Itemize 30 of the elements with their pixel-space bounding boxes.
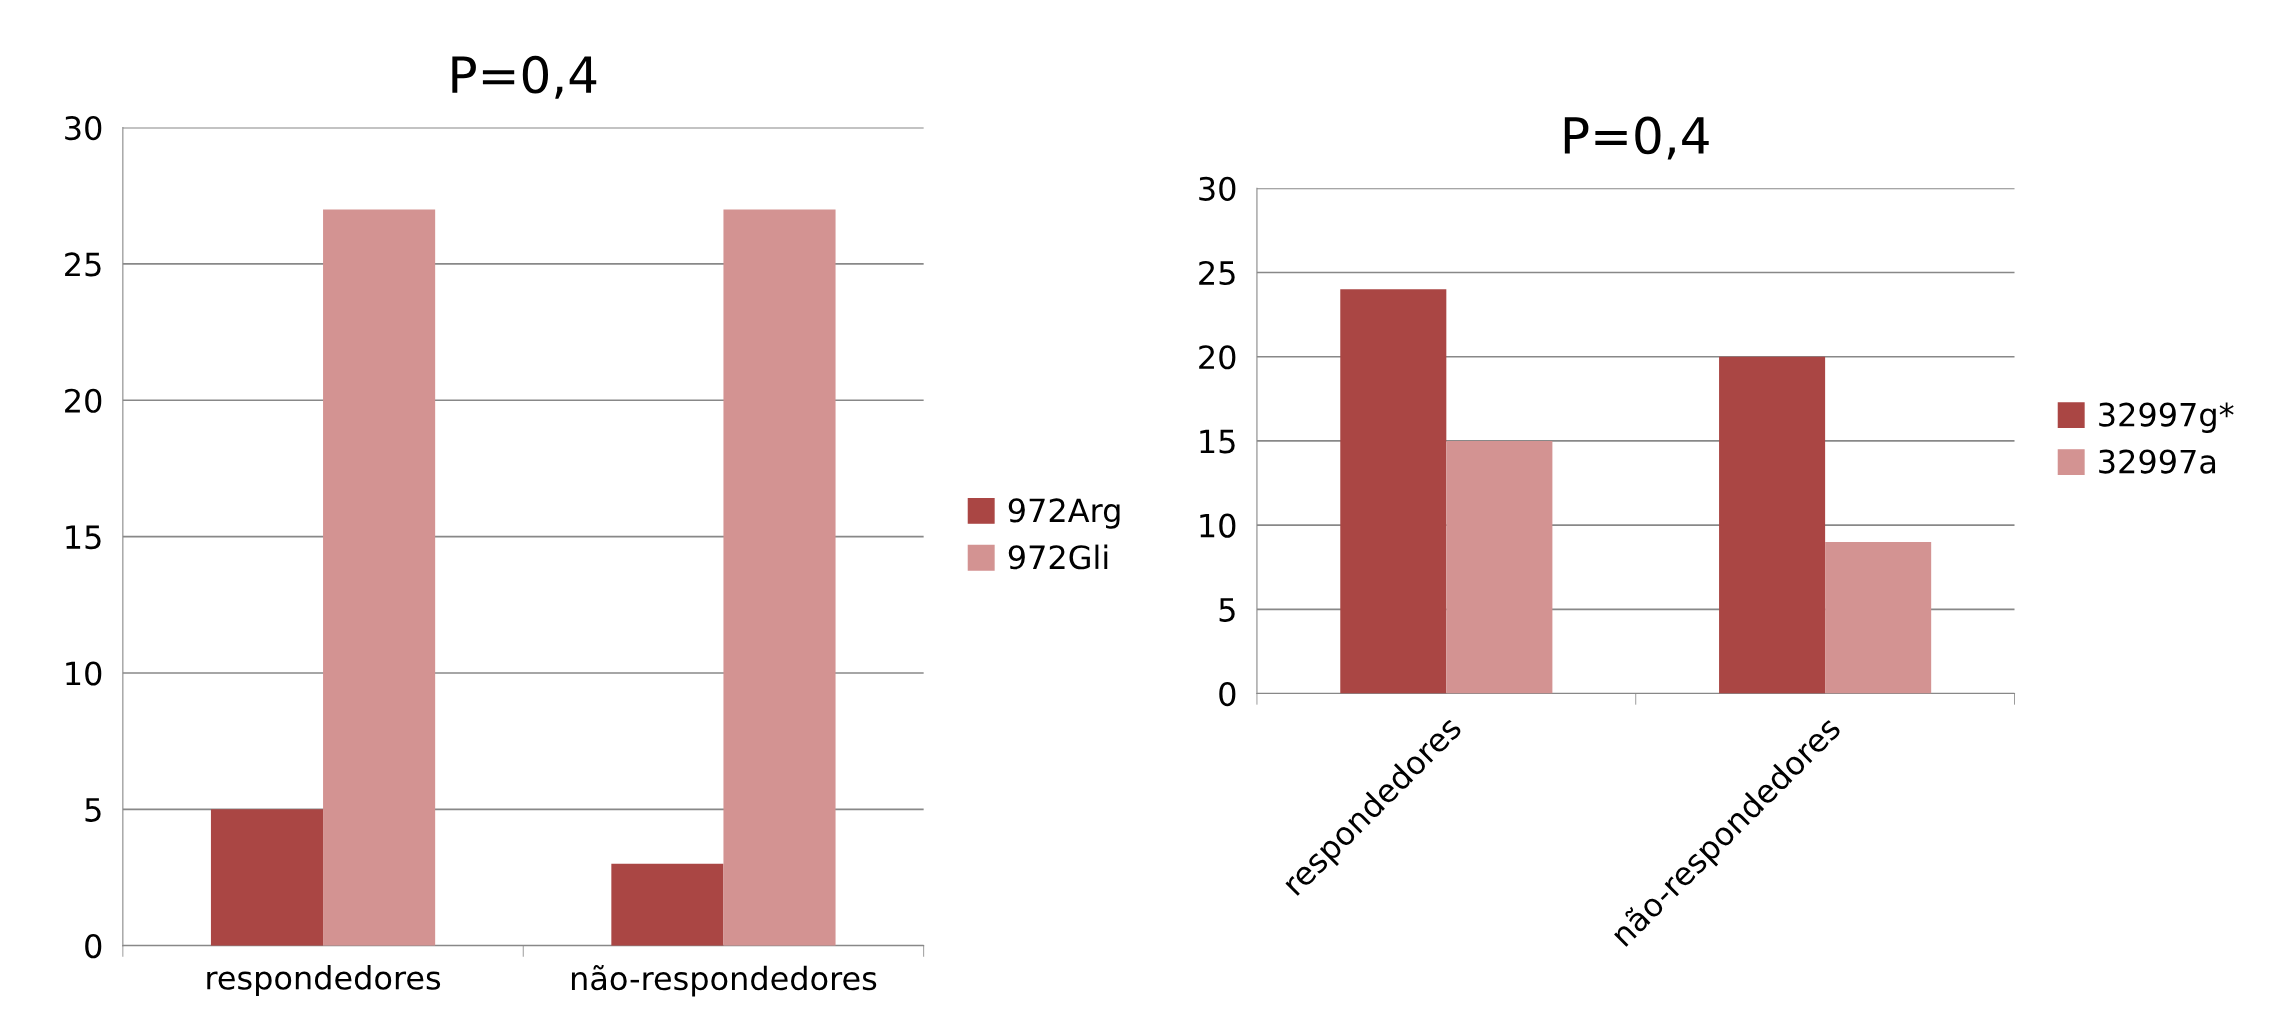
y-tick-label: 25 — [65, 252, 101, 277]
bar — [210, 809, 324, 946]
chart-title: P=0,4 — [452, 55, 597, 99]
legend-label: 32997a — [2099, 449, 2216, 474]
chart-title: P=0,4 — [1564, 116, 1709, 160]
bar — [323, 209, 436, 946]
y-tick-label: 10 — [1200, 513, 1236, 538]
bar — [611, 863, 724, 946]
bar — [1719, 356, 1826, 694]
bar — [723, 209, 836, 946]
legend-label: 32997g* — [2099, 402, 2234, 433]
legend-label: 972Gli — [1008, 544, 1108, 570]
bar — [1340, 289, 1447, 694]
legend-label: 972Arg — [1008, 498, 1120, 529]
y-tick-label: 15 — [66, 525, 101, 550]
bar — [1446, 440, 1553, 694]
x-tick-label: não-respondedores — [571, 965, 877, 997]
y-tick-label: 0 — [85, 934, 102, 959]
y-tick-label: 5 — [85, 798, 101, 822]
bar — [1825, 541, 1932, 694]
y-tick-label: 15 — [1200, 429, 1235, 454]
y-tick-label: 5 — [1219, 598, 1235, 622]
y-tick-label: 20 — [65, 388, 102, 413]
y-tick-label: 0 — [1219, 681, 1236, 707]
y-tick-label: 10 — [66, 661, 102, 686]
x-tick-label: respondedores — [207, 965, 441, 997]
y-tick-label: 25 — [1199, 260, 1235, 286]
y-tick-label: 30 — [1199, 176, 1236, 201]
y-tick-label: 20 — [1199, 345, 1236, 370]
y-tick-label: 30 — [65, 116, 102, 141]
